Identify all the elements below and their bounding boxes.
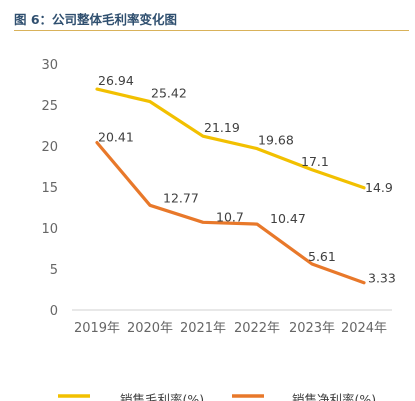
y-axis: 0 5 10 15 20 25 30 bbox=[41, 58, 58, 319]
y-tick-label: 10 bbox=[41, 222, 58, 237]
y-tick-label: 30 bbox=[41, 58, 58, 73]
x-tick-label: 2020年 bbox=[127, 321, 173, 336]
data-label: 17.1 bbox=[301, 154, 329, 169]
x-axis: 2019年 2020年 2021年 2022年 2023年 2024年 bbox=[74, 321, 387, 336]
data-label: 19.68 bbox=[258, 133, 294, 148]
data-label: 25.42 bbox=[151, 86, 187, 101]
data-label: 3.33 bbox=[368, 271, 396, 286]
y-tick-label: 20 bbox=[41, 140, 58, 155]
x-tick-label: 2022年 bbox=[234, 321, 280, 336]
data-label: 10.47 bbox=[270, 211, 306, 226]
x-tick-label: 2019年 bbox=[74, 321, 120, 336]
data-label: 5.61 bbox=[308, 249, 336, 264]
data-label: 10.7 bbox=[216, 209, 244, 224]
data-label: 26.94 bbox=[98, 73, 134, 88]
x-tick-label: 2023年 bbox=[289, 321, 335, 336]
title-divider bbox=[14, 30, 409, 31]
y-tick-label: 5 bbox=[50, 263, 58, 278]
series-line-2 bbox=[95, 141, 366, 285]
data-label: 12.77 bbox=[163, 190, 199, 205]
x-tick-label: 2024年 bbox=[341, 321, 387, 336]
series-group: 26.94 25.42 21.19 19.68 17.1 14.9 20.41 12.77 10… bbox=[95, 73, 396, 286]
data-label: 21.19 bbox=[204, 120, 240, 135]
y-tick-label: 0 bbox=[50, 304, 58, 319]
y-tick-label: 15 bbox=[41, 181, 58, 196]
y-tick-label: 25 bbox=[41, 99, 58, 114]
data-label: 14.9 bbox=[365, 180, 393, 195]
figure-title: 图 6：公司整体毛利率变化图 bbox=[14, 12, 178, 27]
x-tick-label: 2021年 bbox=[180, 321, 226, 336]
legend: 销售毛利率(%) 销售净利率(%) bbox=[58, 392, 376, 401]
data-label: 20.41 bbox=[98, 130, 134, 145]
legend-label-1: 销售毛利率(%) bbox=[120, 392, 204, 401]
legend-label-2: 销售净利率(%) bbox=[292, 392, 376, 401]
series-line-1 bbox=[95, 87, 366, 190]
